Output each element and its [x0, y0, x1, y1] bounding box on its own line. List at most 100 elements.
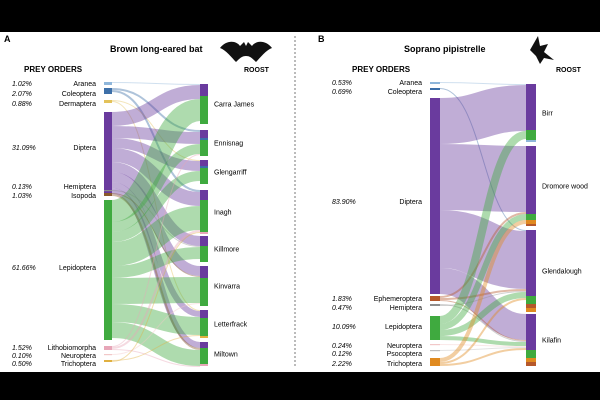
flow-trichoptera-to-glendalough	[439, 298, 527, 364]
flow-neuroptera-to-kilafin	[439, 344, 527, 347]
panel-a-prey-bars	[104, 82, 112, 362]
flow-diptera-to-glendalough	[438, 210, 528, 289]
prey-name-trichoptera: Trichoptera	[387, 361, 422, 368]
prey-bar-coleoptera	[104, 88, 112, 94]
roost-bar-miltown-lepidoptera	[200, 348, 208, 364]
flow-lepidoptera-to-dromore-wood	[439, 214, 527, 330]
prey-percent-hemiptera: 0.13%	[12, 184, 32, 191]
prey-name-lepidoptera: Lepidoptera	[59, 265, 96, 272]
flow-lepidoptera-to-miltown	[111, 322, 201, 366]
flow-dermaptera-to-letterfrack	[111, 101, 201, 311]
flow-trichoptera-to-kilafin	[439, 348, 527, 366]
roost-bar-glendalough-ephemeroptera	[526, 304, 536, 308]
flow-hemiptera-to-killmore	[111, 190, 201, 247]
prey-bar-isopoda	[104, 193, 112, 196]
prey-percent-isopoda: 1.03%	[12, 193, 32, 200]
flow-psocoptera-to-kilafin	[439, 347, 527, 351]
roost-label-glendalough: Glendalough	[542, 269, 582, 276]
roost-bar-miltown-diptera	[200, 342, 208, 348]
flow-trichoptera-to-dromore-wood	[439, 220, 527, 362]
flow-lepidoptera-to-kilafin	[439, 336, 527, 346]
flow-diptera-to-miltown	[111, 188, 201, 348]
roost-label-carra-james: Carra James	[214, 102, 255, 109]
prey-bar-diptera	[430, 98, 440, 294]
roost-bar-kilafin-ephemeroptera	[526, 362, 536, 366]
roost-bar-kilafin-trichoptera	[526, 358, 536, 362]
flow-diptera-to-killmore	[111, 162, 201, 246]
flow-coleoptera-to-ennisnag	[111, 88, 201, 132]
prey-percent-aranea: 0.53%	[332, 80, 352, 87]
prey-bar-trichoptera	[430, 358, 440, 366]
roost-bar-glendalough-trichoptera	[526, 308, 536, 312]
roost-bar-letterfrack-lepidoptera	[200, 318, 208, 336]
flow-dermaptera-to-glengarriff	[111, 100, 201, 161]
flow-diptera-to-kilafin	[438, 268, 528, 340]
prey-percent-hemiptera: 0.47%	[332, 305, 352, 312]
flow-lepidoptera-to-killmore	[111, 247, 201, 278]
panel-a-flows	[110, 82, 202, 367]
roost-label-inagh: Inagh	[214, 210, 232, 217]
prey-bar-neuroptera	[104, 354, 112, 356]
flow-diptera-to-letterfrack	[111, 182, 201, 317]
prey-bar-aranea	[430, 82, 440, 84]
prey-bar-lithobiomorpha	[104, 346, 112, 350]
prey-name-aranea: Aranea	[399, 80, 422, 87]
roost-bar-dromore-wood-trichoptera	[526, 220, 536, 224]
prey-percent-neuroptera: 0.10%	[12, 353, 32, 360]
flow-lepidoptera-to-birr	[439, 131, 527, 324]
panel-a-title: Brown long-eared bat	[110, 44, 203, 54]
prey-percent-diptera: 83.90%	[332, 199, 356, 206]
roost-bar-inagh-diptera	[200, 190, 208, 200]
roost-bar-glengarriff-lepidoptera	[200, 168, 208, 184]
roost-bar-inagh-lithobiomorpha	[200, 232, 208, 234]
flow-lepidoptera-to-letterfrack	[111, 304, 201, 335]
roost-bar-letterfrack-diptera	[200, 310, 208, 318]
roost-bar-birr-lepidoptera	[526, 130, 536, 140]
panel-b: B Soprano pipistrelle PREY ORDERS ROOST …	[318, 34, 588, 368]
flow-ephemeroptera-to-glendalough	[439, 289, 527, 300]
panel-b-title: Soprano pipistrelle	[404, 44, 486, 54]
flow-diptera-to-kinvarra	[111, 172, 201, 276]
roost-bar-glendalough-lepidoptera	[526, 296, 536, 304]
panel-a-roost-labels: Carra James Ennisnag Glengarriff Inagh Killm…	[214, 102, 255, 359]
roost-bar-ennisnag-lepidoptera	[200, 140, 208, 156]
flow-isopoda-to-miltown	[111, 194, 201, 350]
roost-bar-glengarriff-coleoptera	[200, 166, 208, 168]
prey-name-trichoptera: Trichoptera	[61, 361, 96, 368]
prey-name-psocoptera: Psocoptera	[387, 351, 423, 358]
roost-label-miltown: Miltown	[214, 352, 238, 359]
roost-label-killmore: Killmore	[214, 247, 239, 254]
prey-name-neuroptera: Neuroptera	[387, 343, 422, 350]
panel-a-letter: A	[4, 34, 11, 44]
flow-lepidoptera-to-ennisnag	[111, 144, 201, 232]
panel-b-roost-header: ROOST	[556, 67, 582, 74]
roost-bar-carra-james-diptera	[200, 84, 208, 96]
roost-bar-kinvarra-lepidoptera	[200, 278, 208, 306]
bat-silhouette-icon	[220, 41, 272, 62]
roost-bar-killmore-lepidoptera	[200, 246, 208, 262]
prey-bar-aranea	[104, 82, 112, 85]
prey-bar-coleoptera	[430, 88, 440, 90]
prey-name-neuroptera: Neuroptera	[61, 353, 96, 360]
prey-bar-psocoptera	[430, 350, 440, 352]
prey-name-hemiptera: Hemiptera	[390, 305, 422, 312]
roost-bar-birr-diptera	[526, 84, 536, 130]
flow-hemiptera-to-kilafin	[439, 304, 527, 342]
roost-bar-inagh-lepidoptera	[200, 200, 208, 232]
flow-trichoptera-to-inagh	[111, 232, 201, 362]
roost-bar-dromore-wood-ephemeroptera	[526, 224, 536, 226]
prey-name-diptera: Diptera	[399, 199, 422, 206]
flow-diptera-to-carra-james	[111, 85, 201, 126]
roost-bar-carra-james-lepidoptera	[200, 96, 208, 124]
prey-name-diptera: Diptera	[73, 145, 96, 152]
figure-background	[0, 32, 600, 372]
flow-trichoptera-to-letterfrack	[111, 335, 201, 361]
flow-lepidoptera-to-kinvarra	[111, 277, 201, 304]
prey-percent-coleoptera: 0.69%	[332, 89, 352, 96]
flow-lithobiomorpha-to-ennisnag	[111, 154, 201, 347]
flow-diptera-to-inagh	[111, 148, 201, 206]
flow-aranea-to-carra-james	[111, 82, 201, 85]
panel-a-roost-bars	[200, 84, 208, 366]
flow-ephemeroptera-to-kilafin	[439, 300, 527, 341]
